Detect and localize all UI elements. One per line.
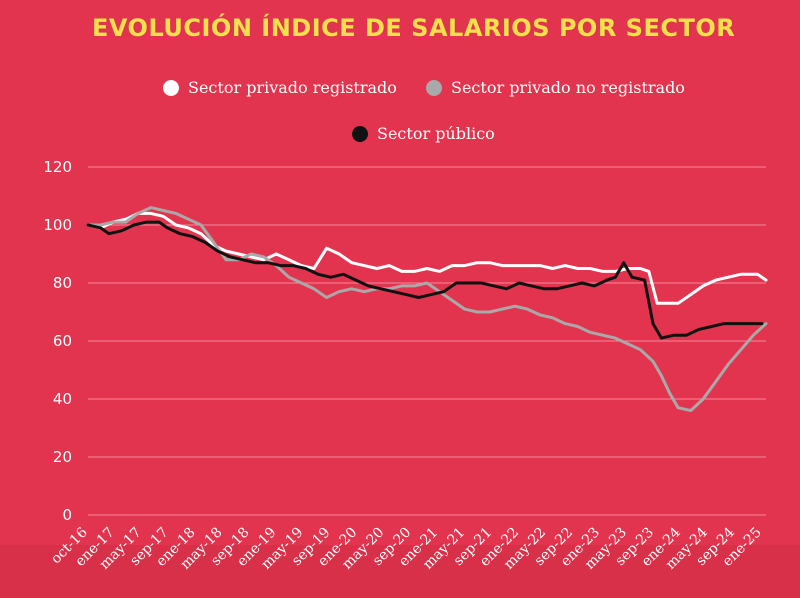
legend-item-privado-registrado: Sector privado registrado bbox=[163, 78, 397, 97]
y-tick-label: 100 bbox=[43, 216, 72, 234]
legend-marker-privado-no-registrado bbox=[426, 79, 442, 96]
legend-label-privado-registrado: Sector privado registrado bbox=[188, 78, 397, 97]
legend-marker-privado-registrado bbox=[163, 79, 179, 96]
y-tick-label: 0 bbox=[62, 506, 72, 524]
series-line-privado-registrado bbox=[86, 211, 768, 305]
series-line-publico bbox=[86, 220, 764, 340]
y-tick-label: 120 bbox=[43, 158, 72, 176]
legend-label-publico: Sector público bbox=[377, 124, 495, 143]
legend-marker-publico bbox=[352, 125, 368, 142]
series-line-privado-no-registrado bbox=[86, 206, 768, 413]
legend-item-publico: Sector público bbox=[352, 124, 495, 143]
y-tick-label: 40 bbox=[53, 390, 72, 408]
legend-item-privado-no-registrado: Sector privado no registrado bbox=[426, 78, 685, 97]
y-tick-label: 20 bbox=[53, 448, 72, 466]
chart-title: EVOLUCIÓN ÍNDICE DE SALARIOS POR SECTOR bbox=[92, 14, 736, 42]
y-tick-label: 60 bbox=[53, 332, 72, 350]
bottom-band bbox=[0, 545, 800, 598]
y-tick-label: 80 bbox=[53, 274, 72, 292]
legend-label-privado-no-registrado: Sector privado no registrado bbox=[451, 78, 685, 97]
